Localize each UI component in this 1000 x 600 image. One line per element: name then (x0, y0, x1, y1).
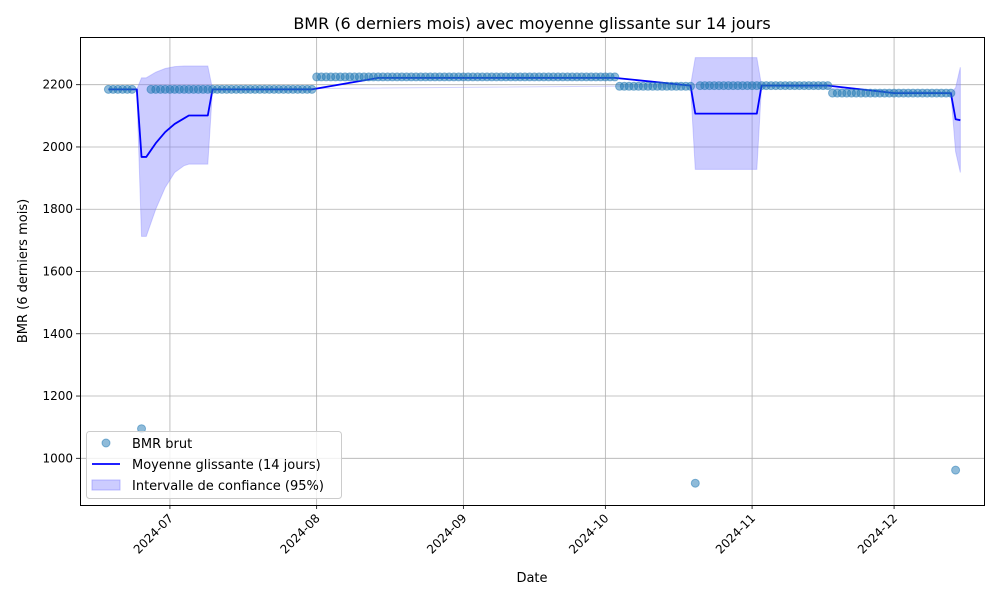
y-tick-label: 1600 (42, 265, 73, 279)
legend-band-marker (91, 479, 121, 491)
y-tick-label: 1000 (42, 451, 73, 465)
y-tick-label: 1400 (42, 327, 73, 341)
raw-data-point (946, 88, 956, 98)
plot-frame (80, 37, 985, 506)
legend: BMR brut Moyenne glissante (14 jours) In… (86, 431, 342, 499)
y-tick-label: 2000 (42, 140, 73, 154)
raw-data-point (690, 478, 700, 488)
raw-data-point (610, 72, 620, 82)
grid-lines (80, 38, 984, 505)
legend-label-mean: Moyenne glissante (14 jours) (132, 458, 321, 473)
raw-data-point (307, 84, 317, 94)
y-axis-label: BMR (6 derniers mois) (16, 199, 31, 343)
raw-data-point (127, 84, 137, 94)
x-axis-label: Date (516, 571, 547, 586)
y-tick-label: 1800 (42, 202, 73, 216)
raw-points-layer (103, 72, 961, 488)
y-axis-ticks: 1000 1200 1400 1600 1800 2000 2200 (42, 78, 80, 465)
legend-scatter-marker (101, 438, 111, 448)
raw-data-point (951, 465, 961, 475)
y-tick-label: 2200 (42, 78, 73, 92)
legend-label-raw: BMR brut (132, 437, 192, 452)
legend-label-band: Intervalle de confiance (95%) (132, 479, 324, 494)
chart-title: BMR (6 derniers mois) avec moyenne gliss… (293, 14, 770, 33)
raw-data-point (686, 81, 696, 91)
legend-box (86, 431, 342, 499)
raw-data-point (823, 81, 833, 91)
y-tick-label: 1200 (42, 389, 73, 403)
